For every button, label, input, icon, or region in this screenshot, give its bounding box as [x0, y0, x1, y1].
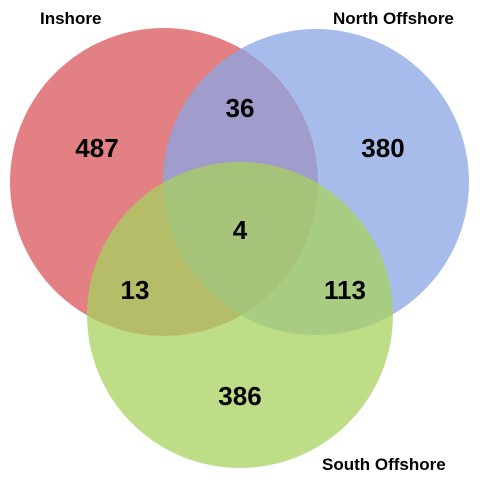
count-inshore-south: 13	[121, 275, 150, 305]
count-inshore-north: 36	[226, 93, 255, 123]
count-north-only: 380	[361, 133, 404, 163]
south-offshore-circle	[87, 162, 393, 468]
inshore-label: Inshore	[40, 9, 101, 28]
south-offshore-label: South Offshore	[322, 455, 446, 474]
north-offshore-label: North Offshore	[333, 9, 454, 28]
count-south-only: 386	[218, 381, 261, 411]
count-inshore-only: 487	[75, 133, 118, 163]
count-all-three: 4	[233, 215, 248, 245]
count-north-south: 113	[324, 275, 366, 305]
